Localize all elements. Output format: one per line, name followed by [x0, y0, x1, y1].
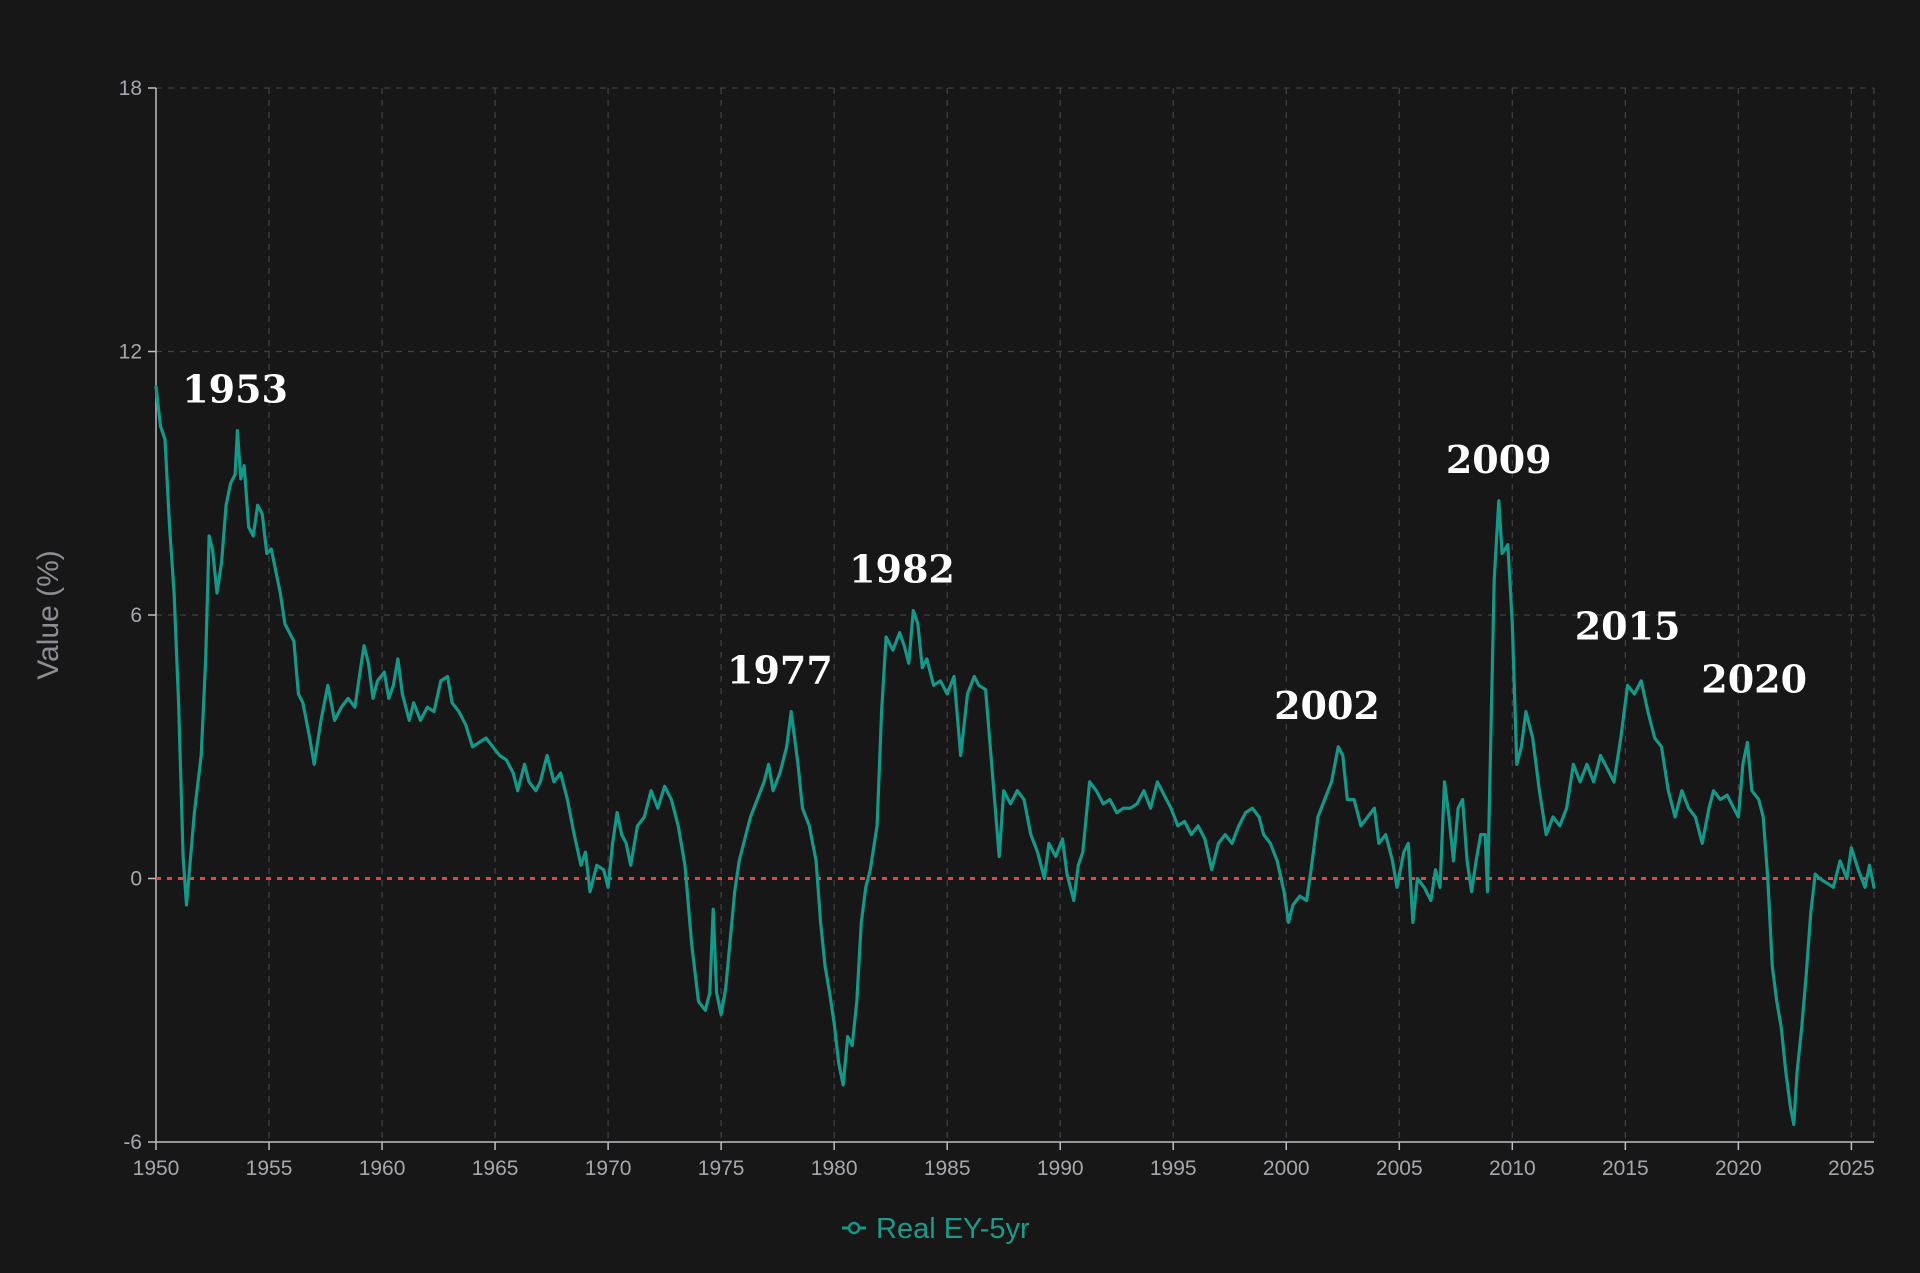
- axes: [148, 87, 1874, 1150]
- x-tick-label-2000: 2000: [1263, 1157, 1310, 1180]
- annotation-2009: 2009: [1446, 437, 1552, 482]
- x-tick-label-1990: 1990: [1037, 1157, 1084, 1180]
- grid: [156, 87, 1875, 1142]
- x-tick-label-1970: 1970: [585, 1157, 632, 1180]
- x-tick-label-2005: 2005: [1376, 1157, 1423, 1180]
- annotation-2015: 2015: [1575, 604, 1681, 649]
- x-tick-label-1955: 1955: [246, 1157, 293, 1180]
- legend-circle-icon: [847, 1221, 861, 1235]
- y-tick-label-18: 18: [119, 77, 142, 100]
- x-tick-label-1980: 1980: [811, 1157, 858, 1180]
- annotation-1982: 1982: [849, 547, 955, 592]
- x-tick-label-1975: 1975: [698, 1157, 745, 1180]
- legend-label: Real EY-5yr: [876, 1213, 1030, 1245]
- x-tick-label-1950: 1950: [133, 1157, 180, 1180]
- x-tick-label-2020: 2020: [1715, 1157, 1762, 1180]
- x-tick-label-2015: 2015: [1602, 1157, 1649, 1180]
- x-tick-label-1965: 1965: [472, 1157, 519, 1180]
- y-tick-label--6: -6: [123, 1131, 142, 1154]
- annotation-2002: 2002: [1274, 683, 1380, 728]
- x-tick-label-1960: 1960: [359, 1157, 406, 1180]
- annotation-1977: 1977: [727, 648, 833, 693]
- y-tick-label-12: 12: [119, 341, 142, 364]
- annotations: 1953 1977 1982 2002 2009 2015 2020: [182, 367, 1807, 728]
- x-tick-label-2025: 2025: [1828, 1157, 1875, 1180]
- annotation-2020: 2020: [1701, 656, 1807, 701]
- tick-labels: 1950 1955 1960 1965 1970 1975 1980 1985 1990 1995…: [119, 77, 1875, 1180]
- annotation-1953: 1953: [182, 367, 288, 412]
- legend[interactable]: Real EY-5yr: [842, 1213, 1030, 1245]
- x-tick-label-1985: 1985: [924, 1157, 971, 1180]
- y-tick-label-0: 0: [130, 868, 142, 891]
- y-axis-title: Value (%): [32, 550, 65, 680]
- y-tick-label-6: 6: [130, 604, 142, 627]
- series-line-real-ey-5yr: [154, 385, 1876, 1126]
- x-tick-label-2010: 2010: [1489, 1157, 1536, 1180]
- x-tick-label-1995: 1995: [1150, 1157, 1197, 1180]
